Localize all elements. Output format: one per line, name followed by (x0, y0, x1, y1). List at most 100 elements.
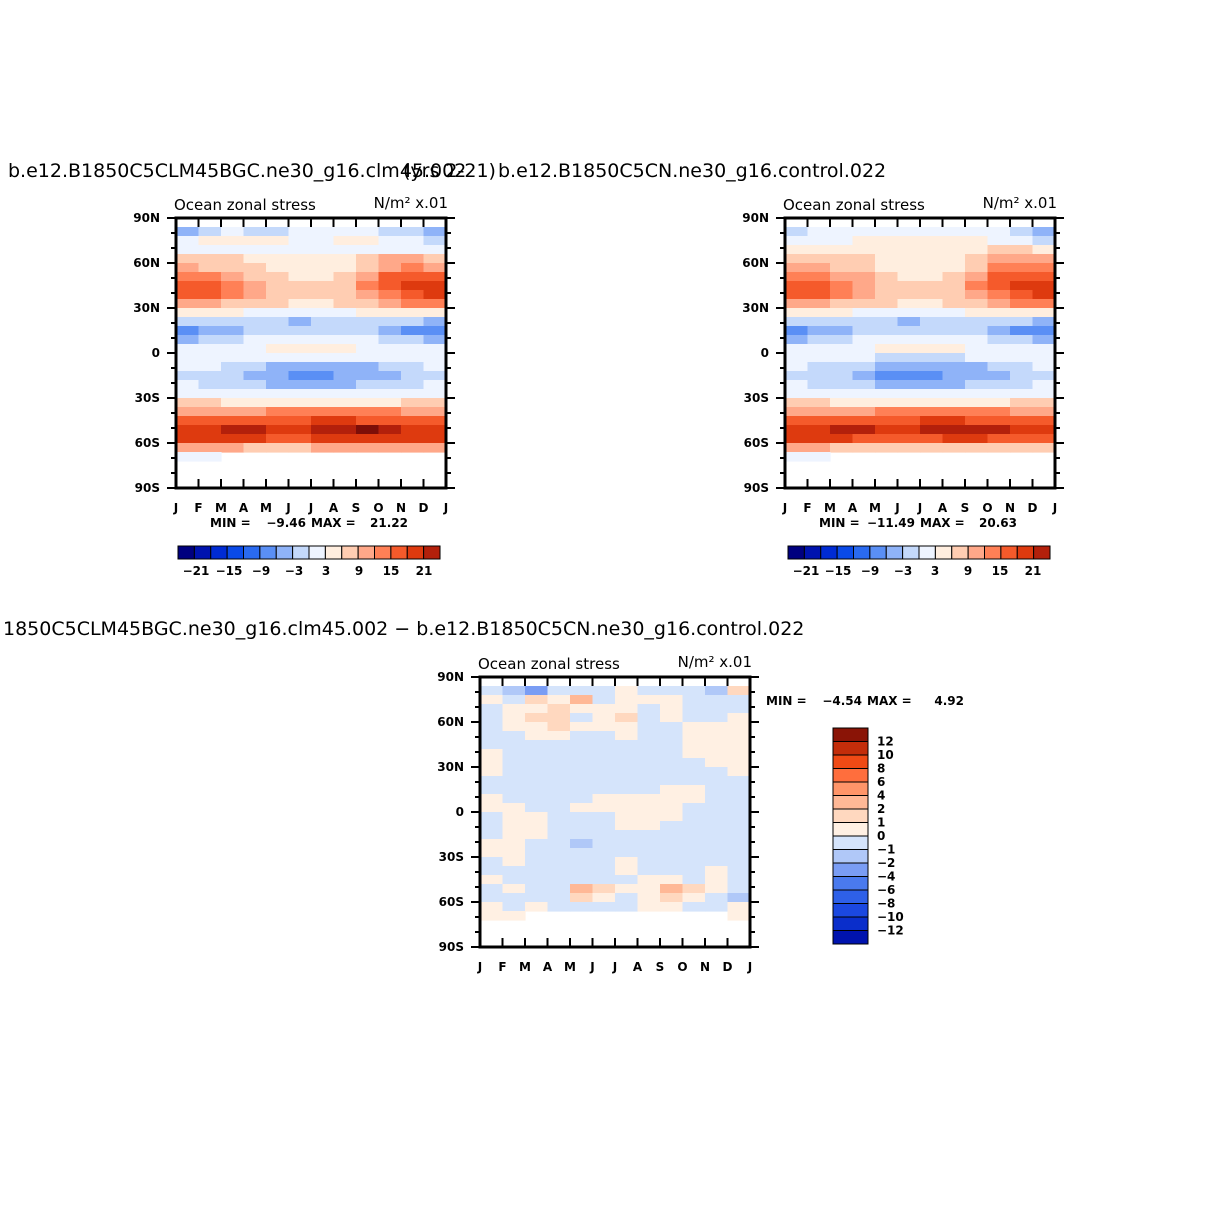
heatmap-cell (311, 389, 335, 399)
heatmap-cell (1010, 443, 1034, 453)
heatmap-cell (333, 245, 357, 255)
heatmap-cell (333, 308, 357, 318)
title-top-overlap-extra: (yrs 2-21) (403, 160, 496, 182)
heatmap-cell (705, 839, 729, 849)
heatmap-cell (830, 416, 854, 426)
heatmap-cell (592, 740, 616, 750)
colorbar-box (832, 822, 869, 837)
x-tick-label: A (848, 501, 858, 515)
heatmap-cell (266, 344, 290, 354)
colorbar-box (832, 781, 869, 796)
heatmap-cell (592, 875, 616, 885)
heatmap-cell (311, 290, 335, 300)
heatmap-cell (1032, 335, 1056, 345)
heatmap-cell (897, 236, 921, 246)
heatmap-cell (942, 407, 966, 417)
heatmap-cell (660, 794, 684, 804)
heatmap-cell (592, 857, 616, 867)
heatmap-cell (785, 272, 809, 282)
colorbar-label: −9 (252, 564, 270, 578)
heatmap-cell (785, 236, 809, 246)
heatmap-cell (875, 398, 899, 408)
heatmap-cell (356, 272, 380, 282)
heatmap-cell (897, 344, 921, 354)
heatmap-cell (570, 821, 594, 831)
heatmap-cell (852, 245, 876, 255)
heatmap-cell (897, 389, 921, 399)
heatmap-cell (198, 425, 222, 435)
colorbar: −21 −15 −9 −3 3 9 15 21 (787, 545, 1051, 578)
heatmap-cell (705, 821, 729, 831)
heatmap-cell (615, 902, 639, 912)
heatmap-cell (592, 695, 616, 705)
x-tick-label: J (173, 501, 178, 515)
heatmap-cell (401, 416, 425, 426)
heatmap-cell (547, 875, 571, 885)
heatmap-cell (830, 335, 854, 345)
heatmap-cell (525, 848, 549, 858)
heatmap-cell (243, 416, 267, 426)
heatmap-cell (1032, 371, 1056, 381)
heatmap-cell (807, 245, 831, 255)
heatmap-cell (965, 290, 989, 300)
colorbar-box (836, 545, 855, 560)
heatmap-cell (311, 353, 335, 363)
heatmap-cell (807, 272, 831, 282)
heatmap-cell (920, 389, 944, 399)
heatmap-cell (942, 380, 966, 390)
heatmap-cell (987, 434, 1011, 444)
heatmap-cell (333, 371, 357, 381)
colorbar-label: 9 (355, 564, 363, 578)
heatmap-cell (852, 407, 876, 417)
heatmap-cells-top-right (785, 227, 1056, 462)
heatmap-cell (570, 893, 594, 903)
heatmap-cell (266, 281, 290, 291)
heatmap-cell (942, 299, 966, 309)
heatmap-cell (727, 803, 751, 813)
heatmap-cell (727, 731, 751, 741)
heatmap-cell (965, 344, 989, 354)
heatmap-cell (356, 281, 380, 291)
heatmap-cell (637, 740, 661, 750)
heatmap-cell (705, 794, 729, 804)
heatmap-cell (852, 443, 876, 453)
heatmap-cell (592, 830, 616, 840)
heatmap-cell (176, 416, 200, 426)
heatmap-cell (682, 740, 706, 750)
heatmap-cell (682, 821, 706, 831)
heatmap-cell (266, 335, 290, 345)
heatmap-cell (965, 317, 989, 327)
heatmap-cell (875, 254, 899, 264)
heatmap-cell (705, 857, 729, 867)
title-top-overlap: b.e12.B1850C5CN.ne30_g16.control.022 (498, 160, 886, 182)
panel-units: N/m² x.01 (374, 194, 448, 212)
heatmap-cell (1010, 407, 1034, 417)
colorbar-label: 3 (322, 564, 330, 578)
heatmap-cell (311, 299, 335, 309)
heatmap-cell (592, 803, 616, 813)
heatmap-cell (875, 245, 899, 255)
heatmap-cell (221, 236, 245, 246)
heatmap-cell (637, 731, 661, 741)
heatmap-cell (547, 884, 571, 894)
heatmap-cell (570, 695, 594, 705)
heatmap-cell (615, 785, 639, 795)
heatmap-cell (897, 371, 921, 381)
heatmap-cell (243, 299, 267, 309)
heatmap-cell (176, 245, 200, 255)
heatmap-cell (987, 308, 1011, 318)
heatmap-cell (660, 857, 684, 867)
axis-ticks (167, 217, 455, 489)
colorbar-box (902, 545, 920, 560)
heatmap-cell (920, 236, 944, 246)
heatmap-cell (221, 299, 245, 309)
heatmap-cell (356, 344, 380, 354)
colorbar-label: 4 (877, 789, 885, 803)
heatmap-cell (423, 308, 447, 318)
heatmap-cell (727, 866, 751, 876)
heatmap-cell (682, 857, 706, 867)
y-tick-label: 90S (135, 481, 160, 495)
heatmap-cell (288, 236, 312, 246)
heatmap-cell (785, 380, 809, 390)
heatmap-cell (852, 389, 876, 399)
